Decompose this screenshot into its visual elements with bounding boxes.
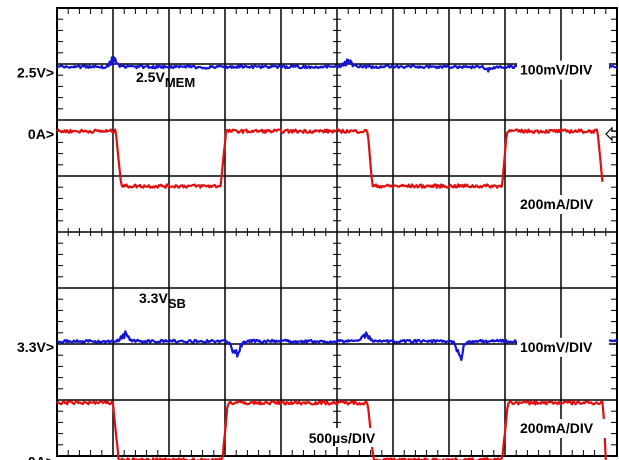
- trace-v2: [56, 330, 539, 362]
- scale-label-bg: [517, 337, 609, 357]
- scale-label-bg: [517, 419, 609, 438]
- scale-label-v2: 100mV/DIV: [520, 339, 593, 355]
- trace-label-v2: 3.3VSB: [139, 290, 186, 311]
- scale-label-i1: 200mA/DIV: [520, 196, 594, 212]
- trace-label-sub: MEM: [165, 75, 195, 90]
- ref-marker-v1: 2.5V>: [17, 64, 54, 80]
- trace-v1: [56, 56, 579, 73]
- scale-label-i2: 200mA/DIV: [520, 420, 594, 436]
- ref-marker-i1: 0A>: [28, 126, 54, 142]
- ref-marker-i2: 0A>: [28, 454, 54, 460]
- trigger-arrow-icon: [605, 126, 618, 142]
- ref-marker-v2: 3.3V>: [17, 339, 54, 355]
- time-label-bg: [296, 428, 388, 447]
- scale-label-bg: [517, 195, 609, 214]
- scale-label-v1: 100mV/DIV: [520, 62, 593, 78]
- labels: 2.5V> 0A> 3.3V> 0A> 100mV/DIV 200mA/DIV 100mV/…: [17, 60, 618, 460]
- trace-label-main: 3.3V: [139, 290, 168, 306]
- trace-i1: [56, 128, 604, 189]
- trace-label-sub: SB: [168, 296, 186, 311]
- scale-label-bg: [517, 60, 609, 80]
- time-scale-label: 500µs/DIV: [309, 430, 376, 446]
- trace-label-main: 2.5V: [136, 69, 165, 85]
- trace-label-v1: 2.5VMEM: [136, 69, 195, 90]
